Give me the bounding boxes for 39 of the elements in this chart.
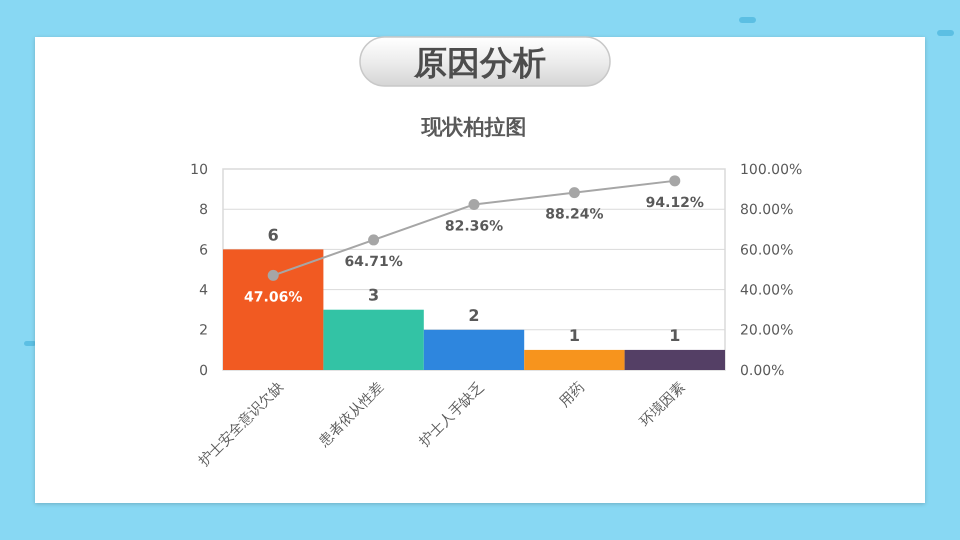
y-tick-label: 8 — [199, 202, 208, 218]
y-tick-label: 0 — [199, 362, 208, 379]
x-tick-label: 用药 — [556, 378, 588, 410]
bar — [223, 249, 324, 370]
data-label: 1 — [568, 326, 580, 345]
data-label: 64.71% — [344, 254, 403, 270]
y-tick-label: 6 — [199, 242, 208, 258]
bar — [624, 350, 725, 370]
x-tick-label: 环境因素 — [637, 378, 688, 430]
data-label: 6 — [268, 225, 279, 244]
point — [268, 270, 279, 281]
y2-tick-label: 20.00% — [740, 322, 794, 339]
point — [368, 234, 380, 246]
data-label: 94.12% — [646, 194, 704, 211]
y2-tick-label: 0.00% — [740, 362, 784, 379]
chart-subtitle: 现状柏拉图 — [420, 115, 526, 139]
y-tick-label: 2 — [199, 322, 208, 339]
x-tick-label: 患者依从性差 — [315, 378, 387, 450]
y2-tick-label: 60.00% — [740, 242, 794, 258]
y2-tick-label: 40.00% — [740, 282, 794, 298]
data-label: 88.24% — [545, 206, 604, 223]
y2-tick-label: 100.00% — [740, 162, 802, 178]
y-tick-label: 4 — [199, 282, 208, 298]
point — [568, 187, 580, 198]
data-label: 82.36% — [444, 218, 504, 234]
data-label: 47.06% — [244, 289, 302, 306]
bar — [424, 330, 524, 370]
point — [468, 198, 480, 210]
bar — [323, 310, 424, 370]
y-tick-label: 10 — [190, 162, 208, 178]
x-tick-label: 护士安全意识欠缺 — [195, 378, 286, 470]
data-label: 2 — [468, 306, 480, 325]
y2-tick-label: 80.00% — [740, 202, 794, 218]
chart-title: 原因分析 — [413, 43, 546, 82]
x-tick-label: 护士人手缺乏 — [416, 378, 488, 450]
bar — [524, 350, 625, 370]
point — [669, 175, 680, 186]
data-label: 1 — [669, 326, 680, 345]
data-label: 3 — [368, 286, 380, 305]
